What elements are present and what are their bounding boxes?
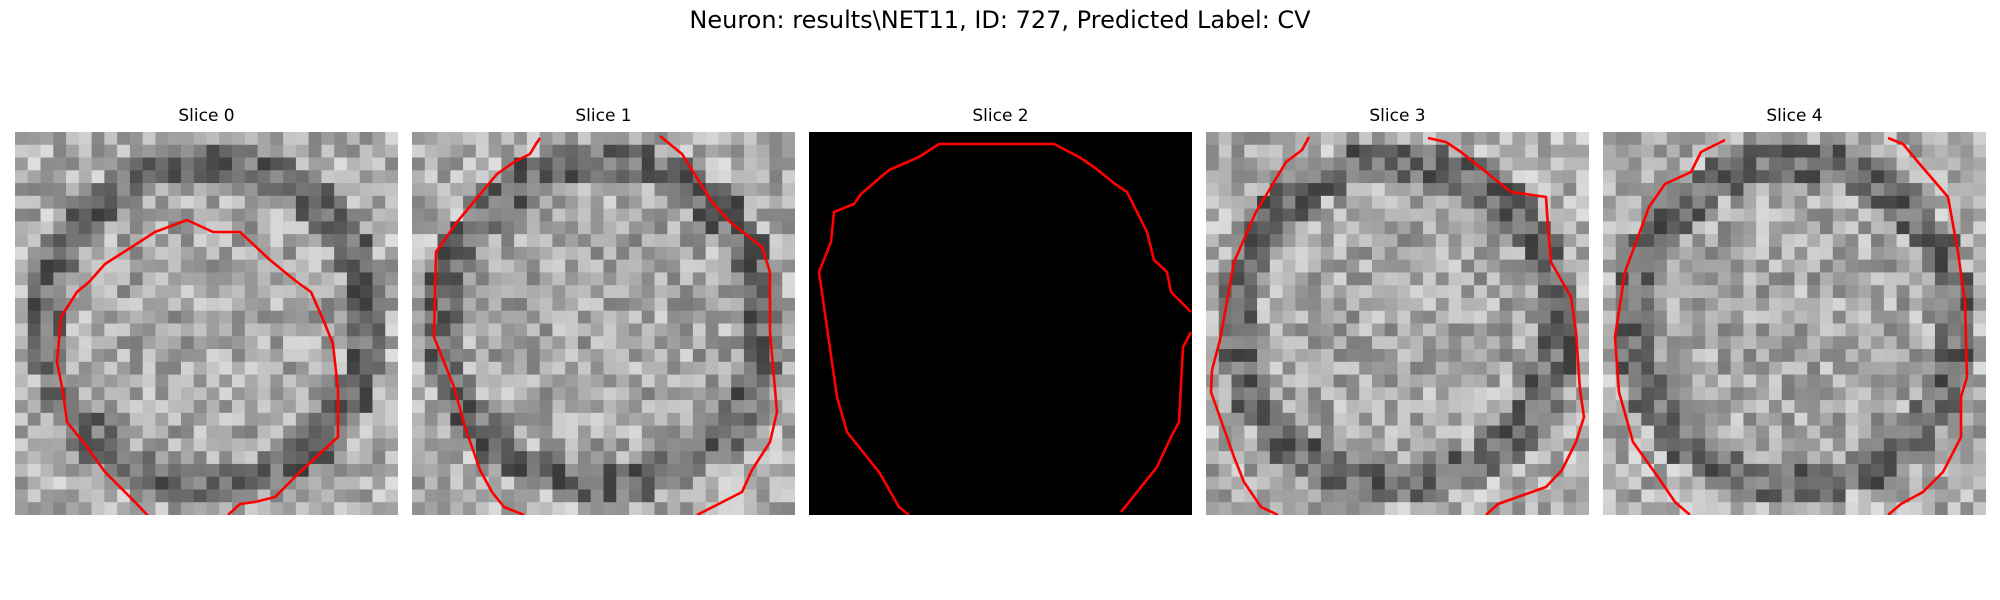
slice-title-4: Slice 4 <box>1766 106 1823 126</box>
slice-image-2 <box>809 132 1192 515</box>
slice-image-3 <box>1206 132 1589 515</box>
slice-image-1 <box>412 132 795 515</box>
slice-title-0: Slice 0 <box>178 106 235 126</box>
figure-title: Neuron: results\NET11, ID: 727, Predicte… <box>689 6 1311 34</box>
slice-image-4 <box>1603 132 1986 515</box>
slice-title-2: Slice 2 <box>972 106 1029 126</box>
slice-image-0 <box>15 132 398 515</box>
slice-title-3: Slice 3 <box>1369 106 1426 126</box>
slice-title-1: Slice 1 <box>575 106 632 126</box>
